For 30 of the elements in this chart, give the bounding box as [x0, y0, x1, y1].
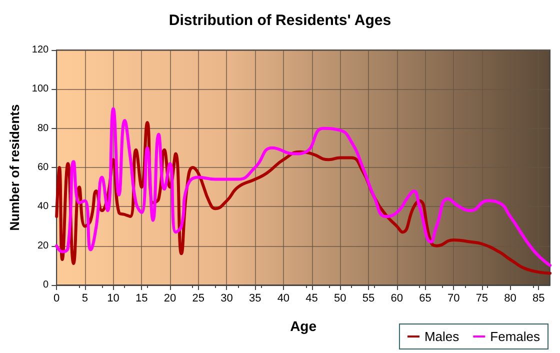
- x-tick-label: 30: [220, 292, 233, 304]
- x-tick-label: 45: [306, 292, 318, 304]
- y-tick-label: 60: [37, 162, 50, 173]
- y-tick-label: 100: [32, 84, 50, 95]
- legend-label: Females: [490, 329, 540, 344]
- y-tick-label: 40: [37, 201, 50, 212]
- x-tick-label: 40: [277, 292, 290, 304]
- y-axis-title: Number of residents: [7, 104, 22, 231]
- x-tick-label: 25: [192, 292, 204, 304]
- x-tick-label: 5: [82, 292, 88, 304]
- x-axis-title: Age: [290, 318, 317, 334]
- x-tick-label: 65: [419, 292, 432, 304]
- legend-label: Males: [424, 329, 460, 344]
- x-tick-label: 10: [107, 292, 120, 304]
- x-tick-label: 35: [248, 292, 262, 304]
- x-tick-label: 50: [334, 292, 346, 304]
- y-tick-label: 0: [43, 280, 50, 290]
- chart-title: Distribution of Residents' Ages: [168, 12, 392, 29]
- x-tick-label: 75: [476, 292, 488, 304]
- x-tick-label: 20: [164, 292, 176, 304]
- x-tick-label: 80: [504, 292, 516, 304]
- x-tick-label: 60: [390, 292, 403, 304]
- x-tick-label: 15: [136, 292, 148, 304]
- y-tick-label: 80: [37, 122, 50, 134]
- x-tick-label: 55: [362, 292, 375, 304]
- x-tick-label: 0: [54, 292, 60, 304]
- y-tick-label: 120: [32, 44, 50, 56]
- x-tick-label: 70: [447, 292, 460, 304]
- y-tick-label: 20: [37, 240, 50, 252]
- x-tick-label: 85: [532, 292, 545, 304]
